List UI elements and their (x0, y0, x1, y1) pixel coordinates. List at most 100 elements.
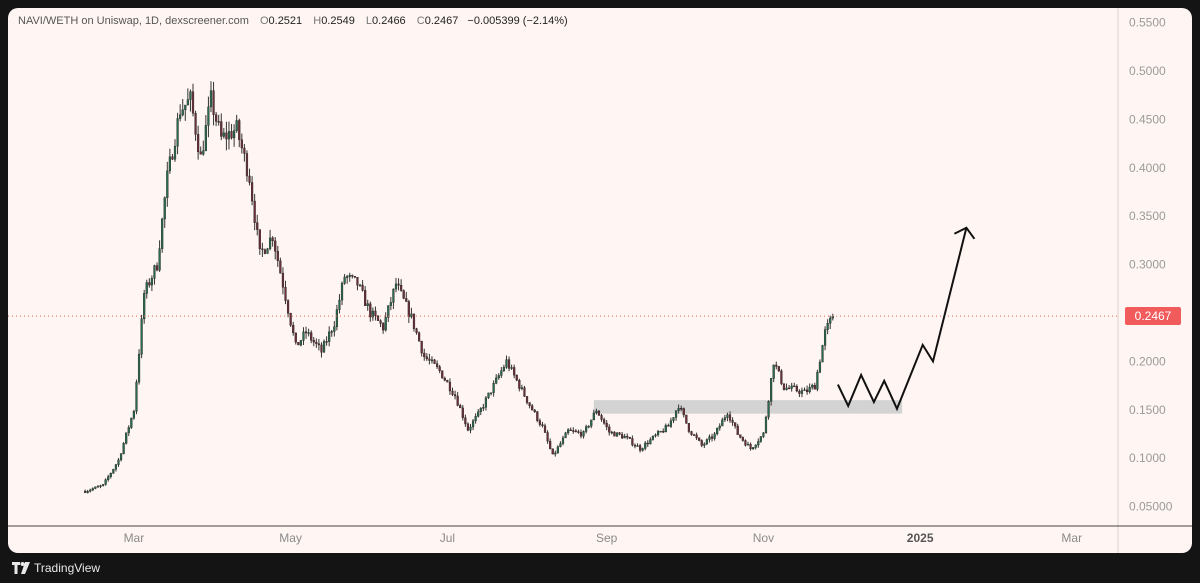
candle-down (531, 405, 534, 411)
candle-down (402, 290, 405, 299)
candle-down (441, 370, 444, 379)
candle-up (96, 486, 100, 488)
candle-down (263, 249, 267, 254)
candle-up (107, 476, 110, 480)
candle-down (466, 423, 470, 431)
candle-up (610, 431, 613, 434)
candle-up (656, 431, 660, 436)
candle-down (507, 359, 511, 369)
candle-down (626, 436, 629, 438)
candle-down (361, 284, 364, 291)
close-value: 0.2467 (424, 15, 459, 27)
candle-down (453, 394, 457, 397)
candle-down (312, 340, 315, 343)
candle-up (669, 420, 673, 427)
candle-up (505, 359, 508, 368)
candle-up (135, 381, 138, 412)
tradingview-brand[interactable]: TradingView (34, 561, 101, 575)
candle-down (613, 431, 616, 437)
candle-down (374, 310, 377, 317)
candle-up (484, 397, 488, 408)
candle-up (644, 442, 647, 449)
candle-up (477, 411, 480, 417)
y-tick-label: 0.1000 (1129, 451, 1166, 465)
candle-down (536, 411, 539, 421)
candle-up (145, 282, 148, 294)
candle-down (805, 389, 809, 393)
candle-down (217, 121, 220, 123)
y-tick-label: 0.3500 (1129, 209, 1166, 223)
candle-down (538, 420, 541, 425)
candle-up (104, 479, 107, 485)
candle-up (818, 361, 822, 373)
y-tick-label: 0.4000 (1129, 161, 1166, 175)
price-chart[interactable]: 0.5500 0.5000 0.4500 0.4000 0.3500 0.3000 0.25… (8, 8, 1192, 553)
candle-up (495, 377, 498, 384)
candle-down (546, 432, 549, 442)
x-tick-label: Nov (753, 531, 774, 545)
candle-down (464, 417, 467, 425)
candle-down (533, 409, 536, 412)
candle-down (736, 425, 739, 435)
candle-down (194, 113, 197, 135)
candle-down (569, 429, 572, 432)
candle-up (762, 432, 765, 437)
candle-up (130, 417, 133, 428)
candle-up (713, 433, 716, 439)
symbol-header: NAVI/WETH on Uniswap, 1D, dexscreener.co… (18, 15, 568, 27)
candle-up (86, 490, 89, 493)
x-tick-label: Sep (596, 531, 618, 545)
tradingview-logo-icon[interactable] (12, 562, 30, 574)
candle-down (443, 377, 446, 381)
candle-up (389, 302, 392, 306)
candle-up (826, 323, 829, 330)
candle-up (823, 329, 827, 346)
candle-down (415, 328, 418, 333)
candle-up (510, 367, 513, 369)
candle-up (587, 425, 590, 428)
y-tick-label: 0.4500 (1129, 112, 1166, 126)
candle-down (199, 151, 202, 155)
candle-down (692, 434, 696, 436)
candle-up (392, 288, 395, 303)
candle-up (716, 427, 719, 435)
candle-down (353, 275, 356, 278)
candle-up (168, 156, 171, 172)
candle-down (261, 248, 264, 250)
candle-up (785, 387, 788, 390)
candle-down (276, 250, 279, 261)
candle-down (284, 287, 287, 301)
candle-down (780, 370, 783, 384)
candle-down (433, 359, 436, 364)
candle-up (718, 425, 721, 429)
candle-down (682, 408, 685, 416)
candle-up (723, 417, 726, 421)
candle-up (143, 293, 146, 320)
candle-down (376, 315, 380, 321)
low-value: 0.2466 (372, 15, 406, 27)
candle-up (677, 408, 680, 411)
support-zone-layer (593, 400, 903, 414)
candle-up (109, 473, 112, 477)
candle-down (667, 425, 670, 427)
candle-down (574, 430, 577, 433)
candle-up (592, 412, 595, 421)
candle-down (620, 434, 624, 439)
candle-up (209, 90, 213, 108)
candle-up (346, 276, 349, 278)
candle-down (528, 402, 531, 407)
candle-down (518, 380, 521, 389)
candle-up (158, 248, 161, 271)
candle-down (525, 396, 529, 403)
candle-down (310, 332, 313, 341)
candle-down (225, 132, 228, 140)
candle-up (829, 317, 832, 324)
candle-down (549, 440, 552, 449)
candle-up (202, 150, 205, 155)
candle-up (770, 378, 773, 402)
candle-up (746, 443, 750, 446)
candle-down (793, 385, 796, 388)
candle-down (292, 324, 295, 334)
candle-up (487, 392, 490, 399)
candle-up (338, 299, 341, 310)
